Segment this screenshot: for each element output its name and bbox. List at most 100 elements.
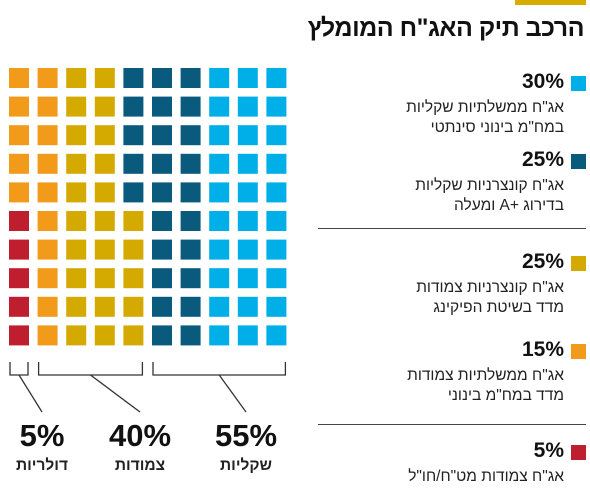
waffle-cell (94, 211, 115, 231)
waffle-cell (180, 182, 201, 203)
waffle-cell (123, 125, 144, 146)
waffle-cell (9, 182, 29, 203)
waffle-cell (37, 153, 58, 174)
waffle-cell (94, 153, 115, 174)
waffle-cell (152, 268, 172, 289)
legend-label: אג"ח קונצרניות שקליות (415, 177, 564, 194)
waffle-cell (209, 268, 230, 289)
waffle-cell (123, 153, 144, 174)
legend-label: אג"ח ממשלתיות שקליות (406, 99, 564, 116)
waffle-cell (152, 182, 172, 203)
waffle-cell (266, 153, 287, 174)
waffle-cell (37, 239, 58, 260)
waffle-cell (266, 96, 287, 117)
waffle-cell (237, 211, 258, 231)
waffle-cell (94, 182, 115, 203)
legend-swatch (571, 154, 586, 169)
waffle-cell (180, 153, 201, 174)
waffle-cell (180, 325, 201, 346)
legend-item: 25% אג"ח קונצרניות שקליות בדירוג +A ומעלה (324, 148, 586, 214)
waffle-cell (180, 239, 201, 260)
legend-swatch (571, 344, 586, 359)
waffle-cell (9, 268, 29, 289)
waffle-cell (209, 296, 230, 317)
waffle-cell (9, 153, 29, 174)
legend-swatch (571, 445, 586, 460)
waffle-cell (123, 239, 144, 260)
legend-label: אג"ח צמודות מט"ח/חו"ל (408, 468, 564, 485)
group-percent: 40% (108, 418, 172, 453)
waffle-cell (37, 211, 58, 231)
waffle-cell (266, 211, 287, 231)
legend-divider (318, 228, 586, 229)
waffle-cell (37, 125, 58, 146)
waffle-cell (66, 268, 87, 289)
waffle-cell (66, 68, 87, 88)
waffle-cell (152, 325, 172, 346)
group-bracket (9, 362, 29, 376)
waffle-cell (266, 182, 287, 203)
group-percent: 55% (214, 418, 278, 453)
waffle-cell (66, 153, 87, 174)
waffle-cell (123, 268, 144, 289)
waffle-cell (152, 211, 172, 231)
waffle-cell (152, 239, 172, 260)
waffle-cell (237, 96, 258, 117)
waffle-cell (237, 325, 258, 346)
legend-percent: 5% (533, 439, 564, 462)
waffle-cell (94, 96, 115, 117)
waffle-cell (209, 96, 230, 117)
waffle-cell (66, 96, 87, 117)
group-name: שקליות (220, 457, 272, 474)
waffle-cell (180, 211, 201, 231)
waffle-cell (37, 182, 58, 203)
waffle-cell (37, 296, 58, 317)
waffle-cell (94, 325, 115, 346)
waffle-cell (37, 68, 58, 88)
waffle-cell (94, 239, 115, 260)
waffle-cell (266, 296, 287, 317)
legend-label: בדירוג +A ומעלה (453, 197, 564, 214)
waffle-cell (180, 125, 201, 146)
waffle-cell (152, 68, 172, 88)
waffle-cell (209, 325, 230, 346)
legend-item: 30% אג"ח ממשלתיות שקליות במח"מ בינוני סינת… (324, 70, 586, 136)
legend-label: אג"ח ממשלתיות צמודות (407, 367, 564, 384)
waffle-cell (123, 211, 144, 231)
waffle-cell (180, 268, 201, 289)
page-title: הרכב תיק האג"ח המומלץ (307, 14, 585, 42)
waffle-cell (66, 182, 87, 203)
legend-percent: 25% (521, 148, 564, 171)
group-percent: 5% (19, 418, 65, 453)
waffle-cell (266, 125, 287, 146)
waffle-cell (237, 153, 258, 174)
waffle-cell (9, 125, 29, 146)
waffle-cell (123, 96, 144, 117)
legend-divider (318, 424, 586, 425)
legend-percent: 25% (521, 250, 564, 273)
waffle-cell (180, 96, 201, 117)
waffle-cell (237, 239, 258, 260)
group-bracket (37, 362, 144, 376)
waffle-cell (266, 239, 287, 260)
waffle-cell (94, 125, 115, 146)
legend-swatch (571, 256, 586, 271)
waffle-cell (266, 68, 287, 88)
waffle-cell (209, 153, 230, 174)
legend-item: 15% אג"ח ממשלתיות צמודות מדד במח"מ בינוני (324, 338, 586, 404)
waffle-cell (123, 182, 144, 203)
waffle-cell (237, 296, 258, 317)
legend-item: 25% אג"ח קונצרניות צמודות מדד בשיטת הפיקינ… (324, 250, 586, 316)
waffle-cell (94, 68, 115, 88)
legend-label: מדד בשיטת הפיקינג (433, 299, 564, 316)
waffle-cell (66, 211, 87, 231)
waffle-cell (37, 96, 58, 117)
waffle-cell (66, 125, 87, 146)
waffle-cell (180, 68, 201, 88)
waffle-cell (37, 268, 58, 289)
waffle-cell (209, 182, 230, 203)
group-leader-line (90, 374, 141, 413)
legend-label: במח"מ בינוני סינתטי (430, 119, 564, 136)
waffle-cell (237, 268, 258, 289)
waffle-cell (237, 125, 258, 146)
